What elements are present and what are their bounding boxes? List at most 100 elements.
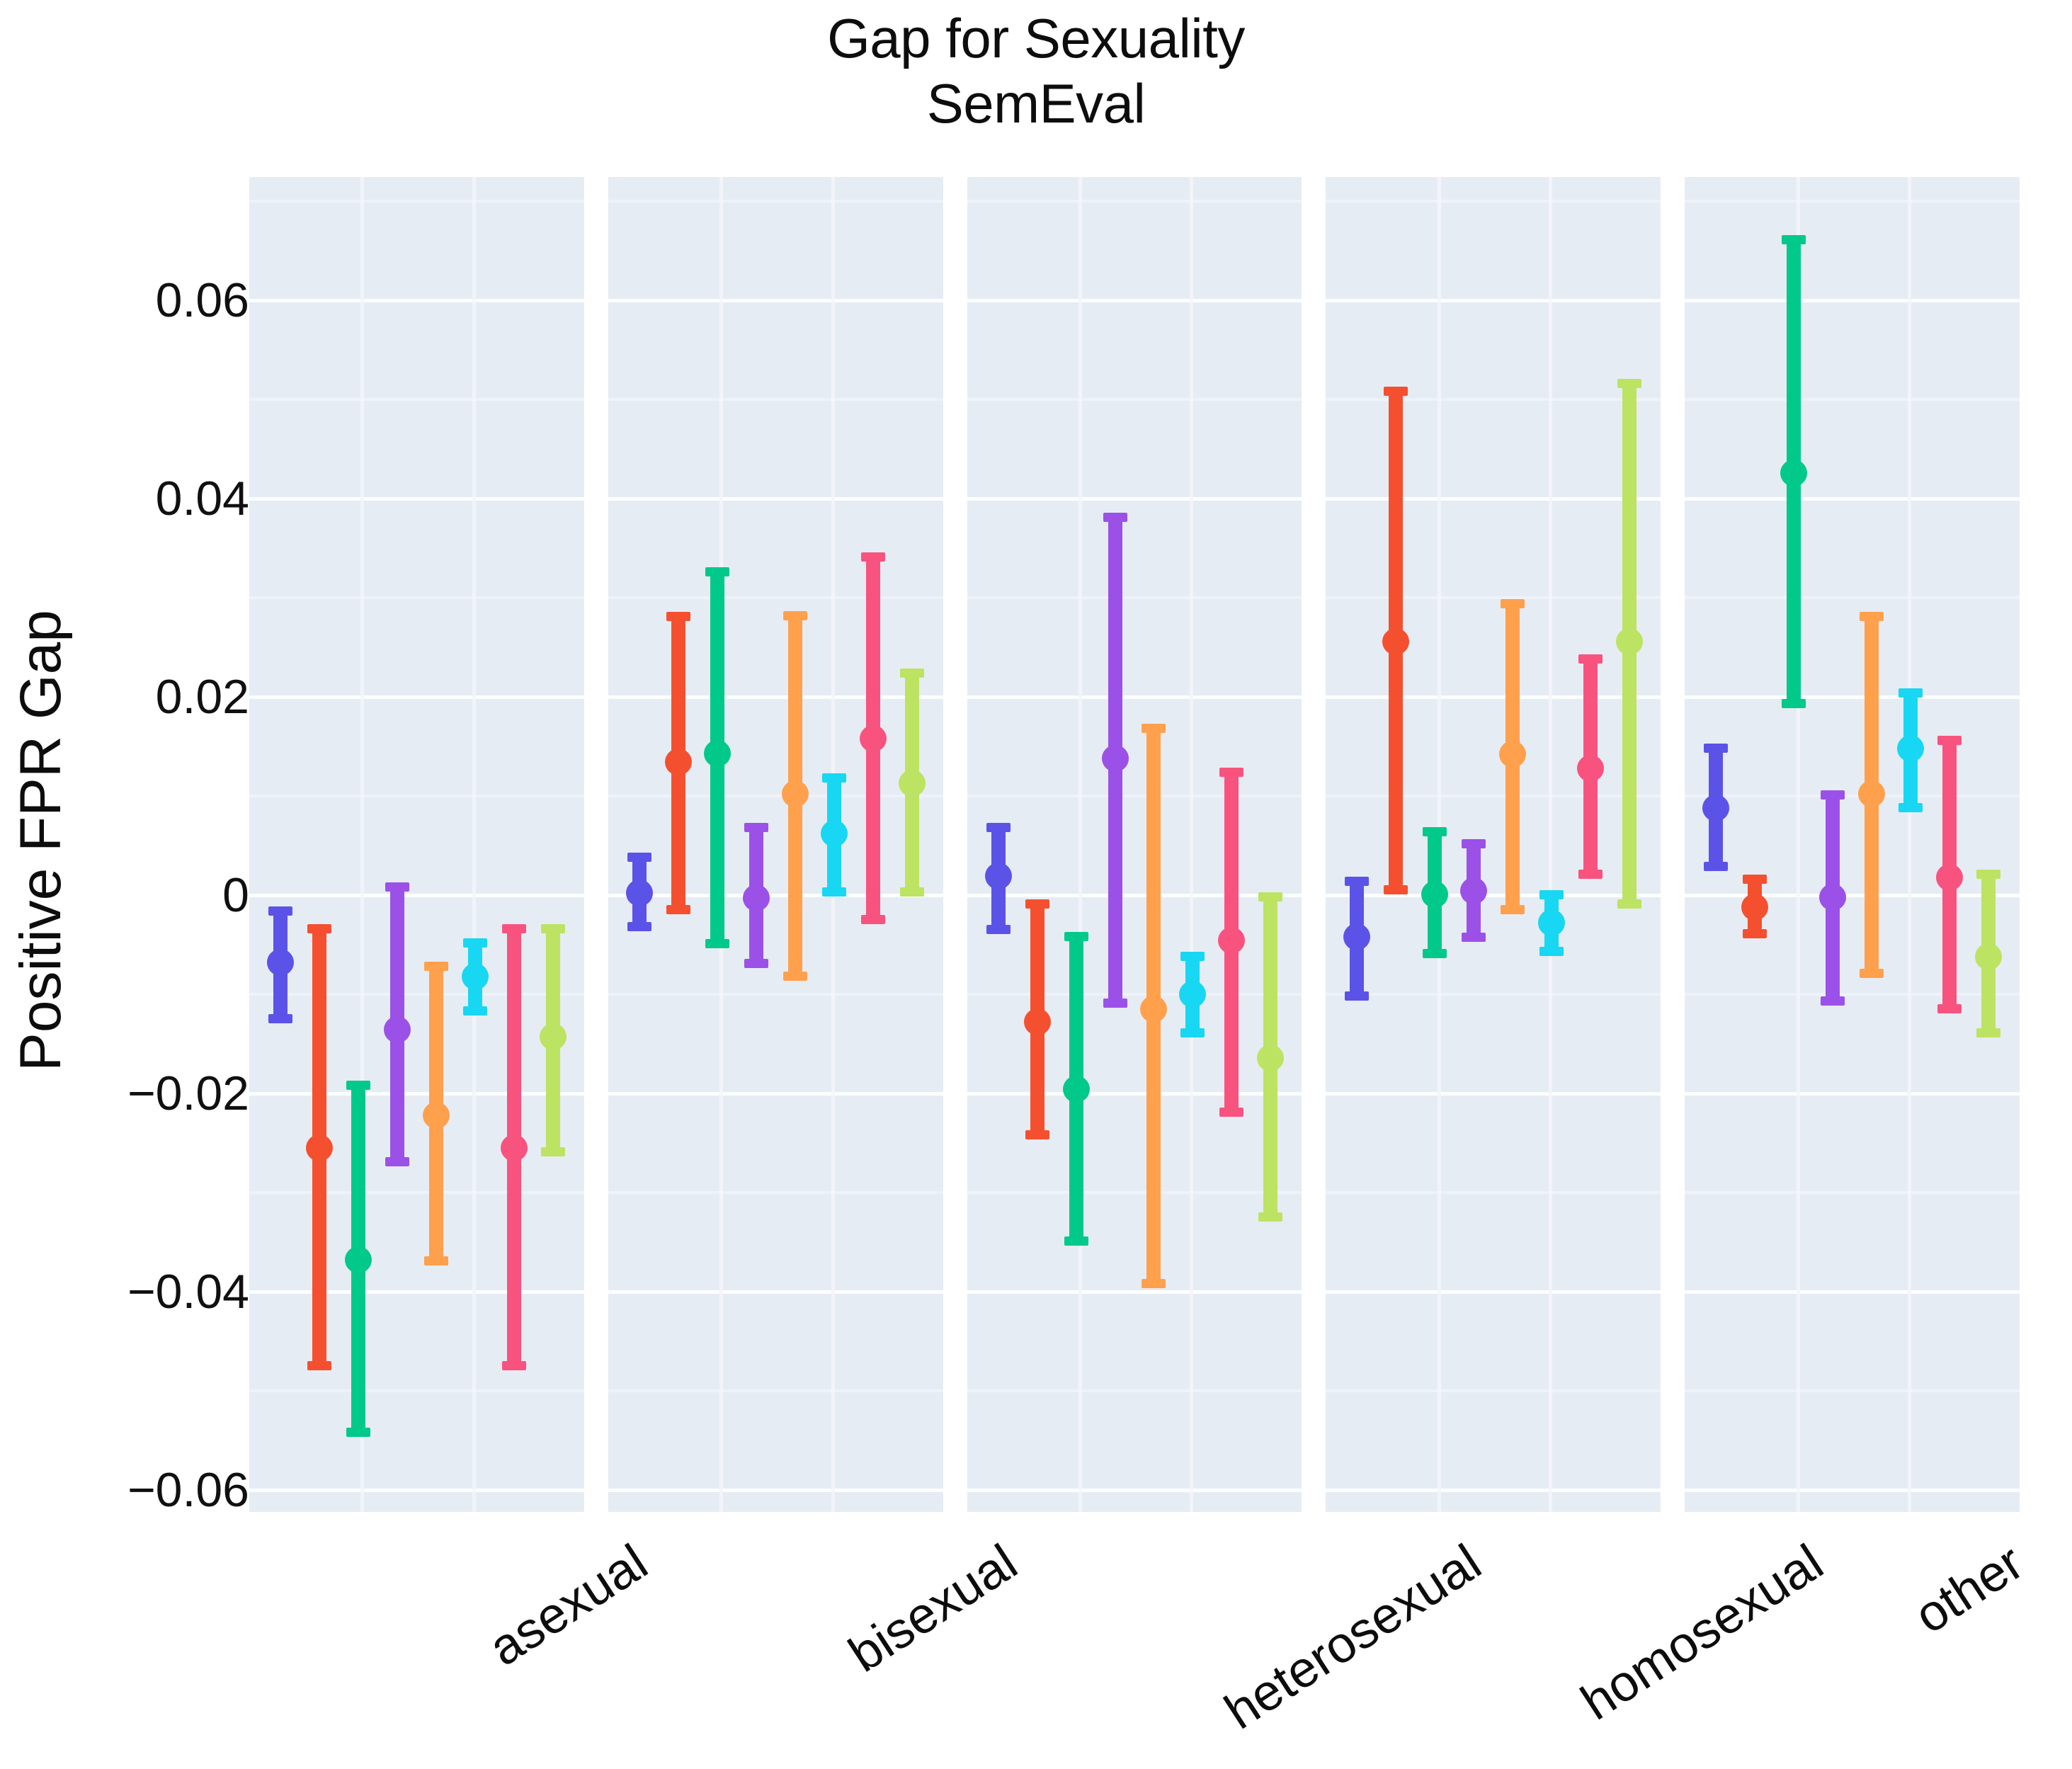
error-bar-cap-upper — [385, 882, 409, 892]
gridline-horizontal — [967, 894, 1302, 897]
error-bar-cap-upper — [1899, 688, 1923, 698]
error-bar-cap-upper — [860, 552, 885, 562]
gridline-horizontal-minor — [1326, 795, 1661, 797]
gridline-horizontal-minor — [967, 1191, 1302, 1194]
data-point-marker — [1382, 627, 1410, 655]
data-point-marker — [1460, 877, 1488, 905]
error-bar-cap-upper — [1462, 838, 1486, 848]
gridline-horizontal — [1326, 1290, 1661, 1294]
gridline-horizontal — [608, 894, 943, 897]
gridline-horizontal-minor — [967, 993, 1302, 996]
error-bar-cap-upper — [1219, 767, 1244, 777]
gridline-horizontal — [967, 1489, 1302, 1492]
gridline-horizontal — [249, 1489, 584, 1492]
gridline-horizontal-minor — [1326, 398, 1661, 401]
error-bar — [1936, 177, 1964, 1512]
data-point-marker — [305, 1134, 333, 1161]
data-point-marker — [1062, 1076, 1090, 1103]
error-bar-cap-lower — [346, 1428, 370, 1437]
data-point-marker — [461, 962, 489, 990]
data-point-marker — [1218, 927, 1246, 955]
y-axis-tick-label: 0 — [222, 868, 249, 922]
error-bar-cap-upper — [1025, 899, 1049, 909]
error-bar — [422, 177, 450, 1512]
error-bar-cap-upper — [1064, 932, 1088, 942]
error-bar-cap-lower — [1899, 803, 1923, 812]
data-point-marker — [1858, 780, 1886, 808]
y-axis-tick-label: 0.04 — [155, 472, 249, 525]
error-bar-cap-lower — [1142, 1279, 1166, 1288]
error-bar-cap-upper — [307, 924, 331, 933]
error-bar-cap-lower — [501, 1361, 526, 1371]
data-point-marker — [625, 880, 653, 907]
error-bar-cap-upper — [744, 823, 768, 833]
gridline-horizontal — [1326, 695, 1661, 699]
data-point-marker — [1421, 880, 1449, 908]
error-bar-cap-lower — [1937, 1004, 1962, 1014]
error-bar-cap-upper — [821, 773, 846, 783]
error-bar — [1538, 177, 1566, 1512]
data-point-marker — [1577, 754, 1605, 782]
error-bar-cap-lower — [1501, 905, 1525, 915]
data-point-marker — [539, 1023, 567, 1051]
data-point-marker — [859, 724, 887, 752]
x-axis-tick-label: bisexual — [839, 1533, 1028, 1683]
data-point-marker — [1499, 741, 1527, 768]
error-bar-cap-lower — [1539, 947, 1564, 956]
error-bar — [1421, 177, 1449, 1512]
data-point-marker — [344, 1246, 372, 1274]
gridline-horizontal — [1326, 1092, 1661, 1096]
error-bar — [383, 177, 411, 1512]
error-bar — [1780, 177, 1808, 1512]
gridline-horizontal-minor — [1685, 398, 2020, 401]
error-bar — [1975, 177, 2002, 1512]
gridline-horizontal-minor — [1685, 993, 2020, 996]
error-bar-cap-lower — [1103, 998, 1127, 1008]
error-bar — [1741, 177, 1769, 1512]
gridline-horizontal — [249, 1290, 584, 1294]
error-bar-cap-lower — [1743, 928, 1768, 938]
gridline-horizontal — [608, 1489, 943, 1492]
error-bar-cap-lower — [1578, 869, 1603, 879]
error-bar-cap-lower — [1782, 699, 1806, 708]
gridline-horizontal-minor — [967, 200, 1302, 203]
error-bar-cap-upper — [782, 610, 807, 620]
error-bar-cap-upper — [1743, 875, 1768, 884]
gridline-vertical — [1190, 177, 1194, 1512]
error-bar-cap-lower — [1423, 948, 1447, 958]
data-point-marker — [1819, 883, 1847, 911]
error-bar-cap-upper — [462, 938, 487, 948]
error-bar-cap-upper — [268, 906, 292, 916]
y-axis-tick-label: 0.06 — [155, 273, 249, 327]
error-bar-cap-upper — [1578, 654, 1603, 664]
data-point-marker — [1179, 981, 1207, 1008]
error-bar-cap-upper — [986, 823, 1011, 833]
error-bar-cap-lower — [899, 887, 924, 897]
gridline-horizontal-minor — [249, 596, 584, 599]
error-bar — [703, 177, 731, 1512]
error-bar — [500, 177, 528, 1512]
error-bar-cap-upper — [1617, 379, 1642, 388]
gridline-horizontal-minor — [1685, 200, 2020, 203]
gridline-horizontal-minor — [1685, 1389, 2020, 1392]
data-point-marker — [781, 780, 809, 808]
gridline-horizontal-minor — [1685, 596, 2020, 599]
gridline-horizontal — [608, 299, 943, 302]
gridline-horizontal-minor — [967, 596, 1302, 599]
error-bar-cap-lower — [1384, 885, 1408, 895]
page-title: Gap for Sexuality — [827, 7, 1245, 69]
error-bar-cap-lower — [1025, 1130, 1049, 1139]
error-bar — [1382, 177, 1410, 1512]
gridline-horizontal-minor — [249, 398, 584, 401]
gridline-horizontal — [1685, 695, 2020, 699]
x-axis-tick-label: homosexual — [1571, 1533, 1833, 1731]
data-point-marker — [1702, 794, 1730, 821]
error-bar-cap-lower — [1704, 861, 1729, 871]
error-bar-cap-upper — [666, 612, 690, 621]
gridline-horizontal-minor — [1685, 795, 2020, 797]
chart-title-block: Gap for Sexuality SemEval — [0, 6, 2072, 136]
facet-panel — [1685, 177, 2020, 1512]
gridline-horizontal-minor — [249, 200, 584, 203]
error-bar-cap-lower — [1345, 991, 1370, 1001]
